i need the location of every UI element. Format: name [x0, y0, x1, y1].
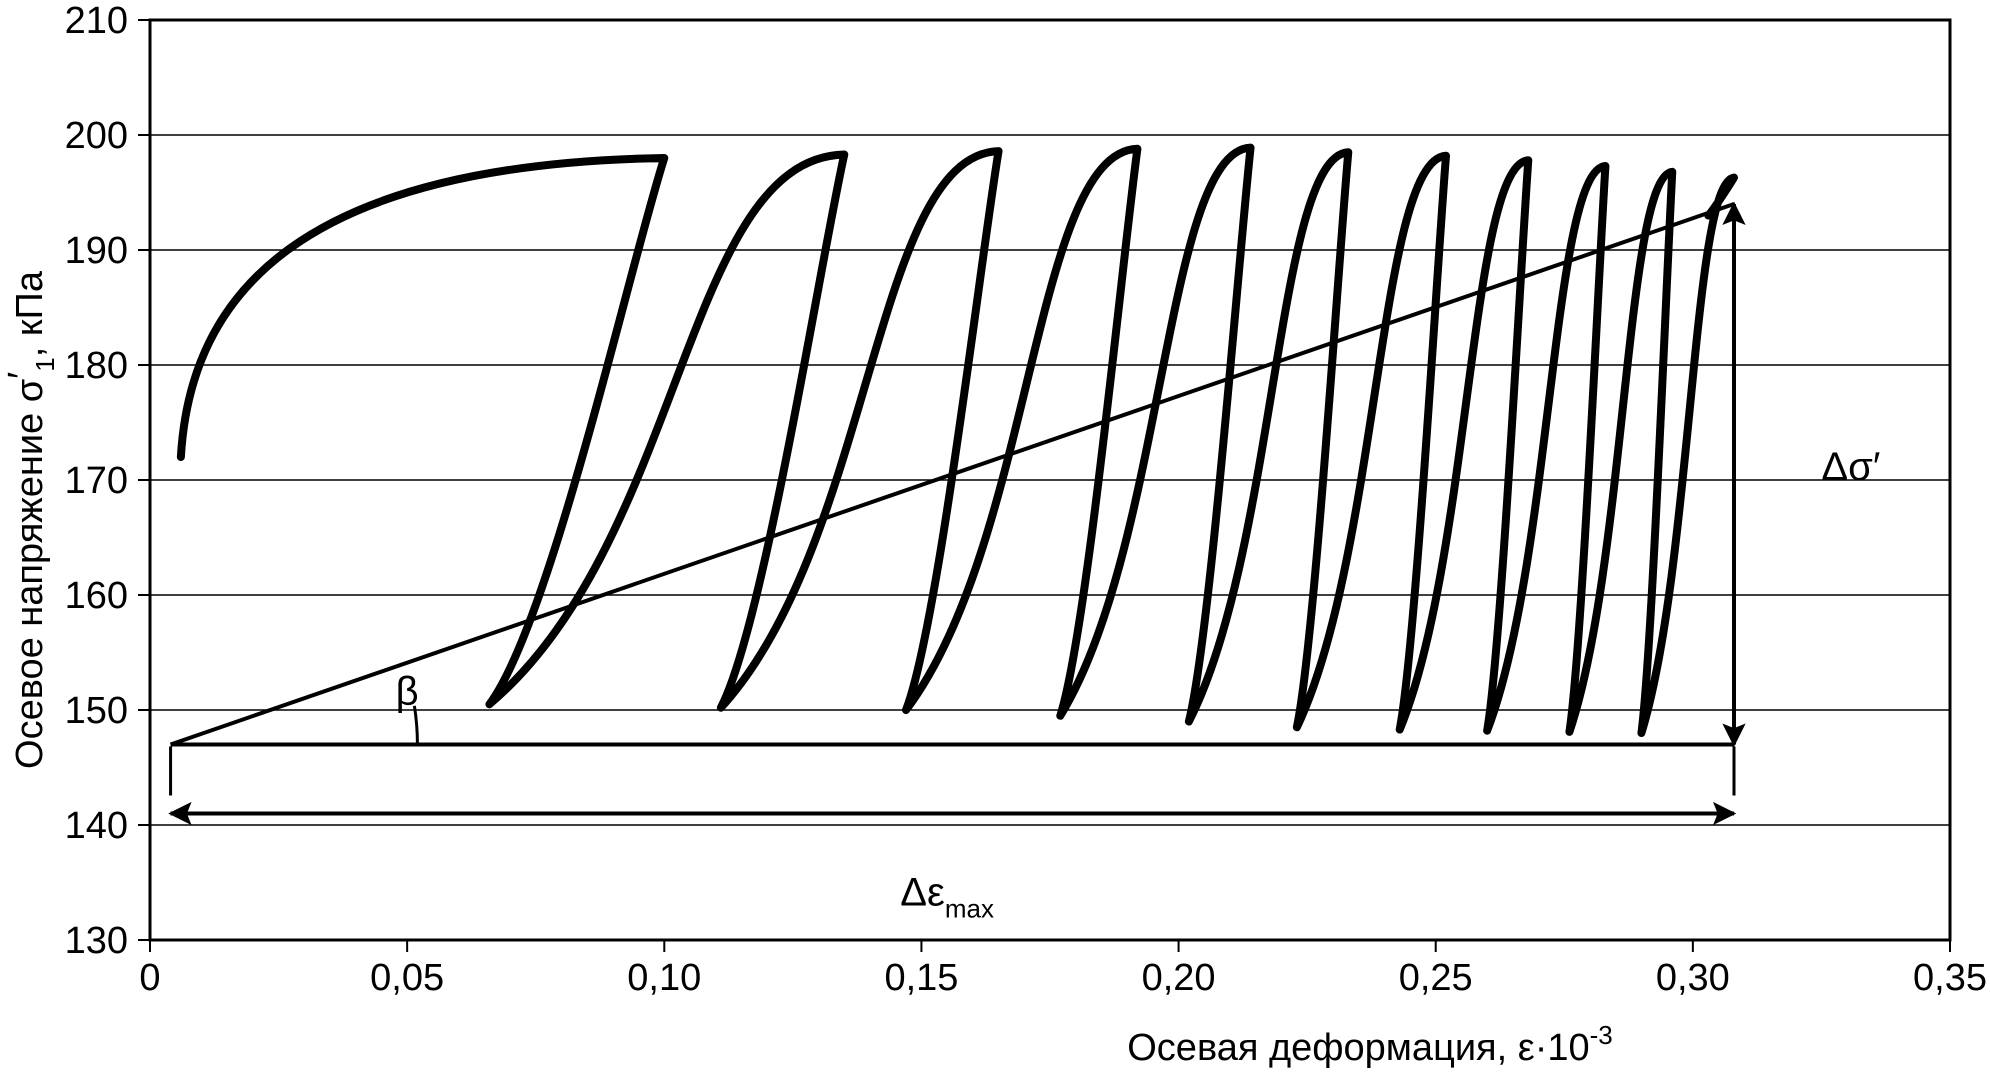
delta-sigma-label: Δσ′	[1821, 445, 1880, 489]
y-tick-label: 160	[65, 575, 128, 617]
x-axis-title: Осевая деформация, ε·10-3	[1127, 1020, 1613, 1069]
x-tick-label: 0,35	[1913, 957, 1987, 999]
y-tick-label: 210	[65, 0, 128, 42]
y-tick-label: 180	[65, 345, 128, 387]
x-tick-label: 0,10	[627, 957, 701, 999]
chart-container: { "chart": { "type": "line-cyclic", "bac…	[0, 0, 1990, 1072]
y-tick-label: 140	[65, 805, 128, 847]
y-tick-label: 190	[65, 230, 128, 272]
x-tick-label: 0	[139, 957, 160, 999]
x-tick-label: 0,25	[1399, 957, 1473, 999]
x-tick-label: 0,20	[1142, 957, 1216, 999]
y-tick-label: 200	[65, 115, 128, 157]
x-tick-label: 0,15	[884, 957, 958, 999]
y-tick-label: 170	[65, 460, 128, 502]
x-tick-label: 0,30	[1656, 957, 1730, 999]
y-tick-label: 130	[65, 920, 128, 962]
y-tick-label: 150	[65, 690, 128, 732]
stress-strain-chart: 0 0,05 0,10 0,15 0,20 0,25 0,30 0,35 130 140 150 16…	[0, 0, 1990, 1072]
beta-label: β	[396, 669, 419, 713]
x-tick-label: 0,05	[370, 957, 444, 999]
